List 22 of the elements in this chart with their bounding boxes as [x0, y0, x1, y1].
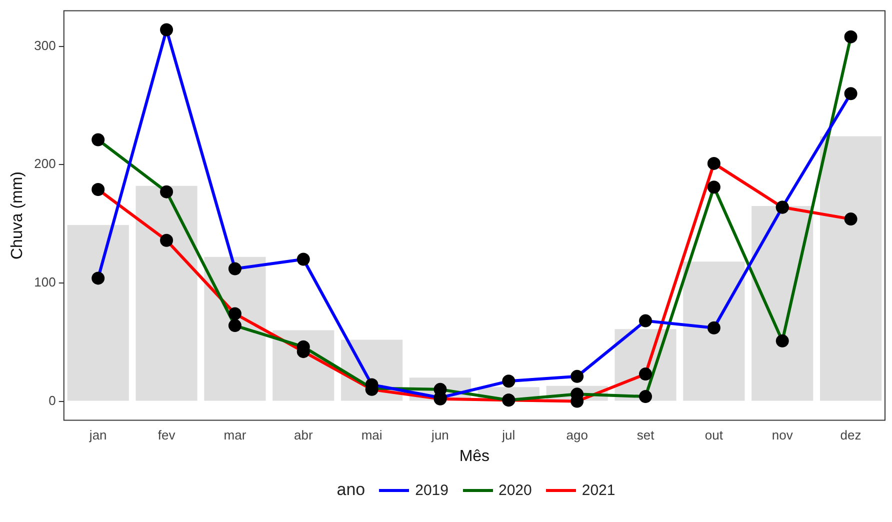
y-tick-label: 300 [34, 38, 56, 53]
x-tick-label: out [704, 428, 724, 443]
y-axis-title: Chuva (mm) [9, 171, 26, 260]
x-tick-label: jun [430, 428, 449, 443]
legend-label: 2019 [415, 482, 448, 498]
x-axis-title: Mês [459, 448, 490, 465]
x-tick-label: jan [88, 428, 107, 443]
legend-label: 2021 [582, 482, 616, 498]
x-tick-label: mai [361, 428, 382, 443]
x-tick-label: nov [772, 428, 794, 443]
x-tick-label: mar [224, 428, 247, 443]
x-tick-label: jul [501, 428, 516, 443]
y-tick-label: 100 [34, 274, 56, 290]
y-tick-label: 200 [34, 156, 56, 172]
x-tick-label: dez [840, 428, 862, 443]
legend-title: ano [336, 480, 366, 500]
x-tick-label: set [636, 428, 655, 443]
x-tick-label: ago [566, 428, 588, 443]
legend-label: 2020 [498, 482, 532, 498]
y-tick-label: 0 [48, 392, 56, 408]
x-tick-label: abr [294, 428, 314, 443]
x-tick-label: fev [158, 428, 176, 443]
